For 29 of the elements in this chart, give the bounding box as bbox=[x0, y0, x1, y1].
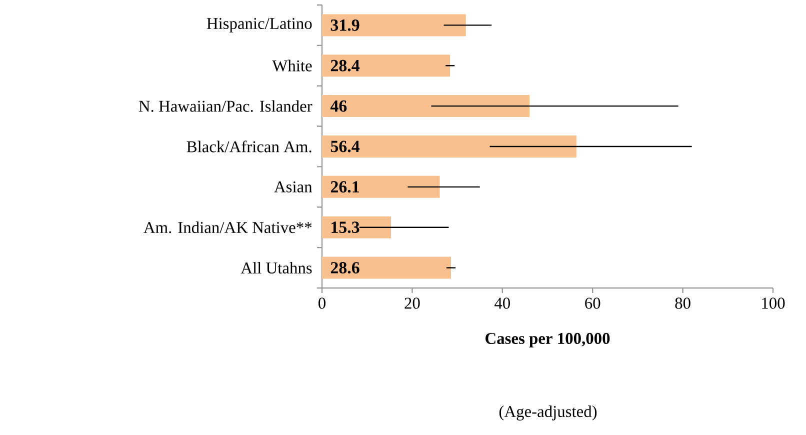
x-tick-label: 60 bbox=[585, 298, 600, 309]
y-tick-label: Black/African Am. bbox=[186, 140, 312, 152]
bar bbox=[322, 256, 451, 279]
data-label: 28.4 bbox=[330, 60, 360, 72]
data-label: 31.9 bbox=[330, 19, 360, 31]
y-tick-label: Am. Indian/AK Native** bbox=[144, 222, 312, 234]
y-tick-label: Hispanic/Latino bbox=[206, 18, 312, 32]
x-tick-label: 20 bbox=[404, 298, 420, 309]
y-tick-label: N. Hawaiian/Pac. Islander bbox=[138, 100, 312, 112]
data-label: 56.4 bbox=[330, 140, 360, 152]
data-label: 15.3 bbox=[332, 222, 360, 234]
text: (Age-adjusted) bbox=[499, 406, 597, 420]
bar bbox=[322, 14, 466, 36]
y-tick-label: Asian bbox=[274, 181, 312, 192]
x-axis-title: Cases per 100,000 bbox=[486, 332, 610, 348]
x-tick-label: 80 bbox=[675, 298, 690, 309]
bar bbox=[322, 135, 576, 158]
x-tick-label: 0 bbox=[318, 298, 326, 309]
x-tick-label: 100 bbox=[762, 298, 785, 309]
bar bbox=[322, 176, 440, 198]
data-label: 26.1 bbox=[330, 181, 359, 193]
bar bbox=[322, 216, 392, 238]
bar bbox=[322, 54, 450, 77]
y-tick-label: All Utahns bbox=[240, 262, 312, 274]
bar bbox=[322, 95, 530, 118]
x-tick-label: 40 bbox=[494, 298, 510, 309]
data-label: 28.6 bbox=[330, 262, 360, 274]
y-tick-label: White bbox=[272, 60, 312, 72]
data-label: 46 bbox=[330, 100, 347, 112]
